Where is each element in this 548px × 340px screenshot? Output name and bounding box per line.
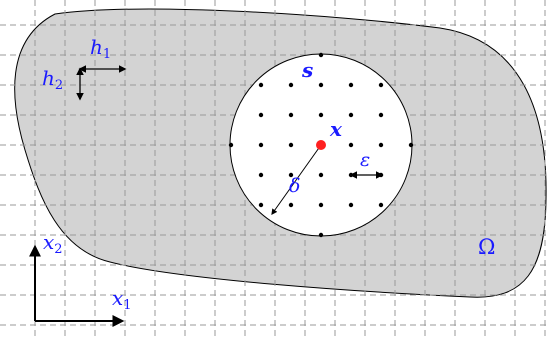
neighbor-point [288,82,294,88]
neighbor-point [288,142,294,148]
x-label: x [329,117,343,141]
neighbor-point [348,82,354,88]
neighbor-point [318,172,324,178]
delta-label: δ [289,175,300,197]
center-point [316,140,326,150]
epsilon-label: ε [360,149,370,171]
delta-radius-arrow [271,144,322,215]
omega-label: Ω [478,235,495,259]
neighbor-point [318,52,324,58]
neighbor-points [228,52,414,238]
neighbor-point [258,142,264,148]
neighbor-point [378,202,384,208]
s-label: s [301,58,313,82]
neighbor-point [378,142,384,148]
neighbor-point [378,112,384,118]
neighbor-point [318,82,324,88]
neighbor-point [258,82,264,88]
neighbor-point [318,202,324,208]
neighbor-point [348,112,354,118]
neighbor-point [288,112,294,118]
neighbor-point [258,172,264,178]
neighbor-point [408,142,414,148]
neighbor-point [318,112,324,118]
neighbor-point [318,232,324,238]
h1-label: h1 [90,35,111,62]
neighbor-point [258,112,264,118]
h2-label: h2 [42,66,63,93]
neighbor-point [288,202,294,208]
x2-label: x2 [43,230,63,257]
x1-label: x1 [112,286,132,313]
neighbor-point [258,202,264,208]
neighbor-point [378,82,384,88]
neighbor-point [228,142,234,148]
neighbor-point [348,202,354,208]
neighbor-point [288,172,294,178]
neighbor-point [348,142,354,148]
